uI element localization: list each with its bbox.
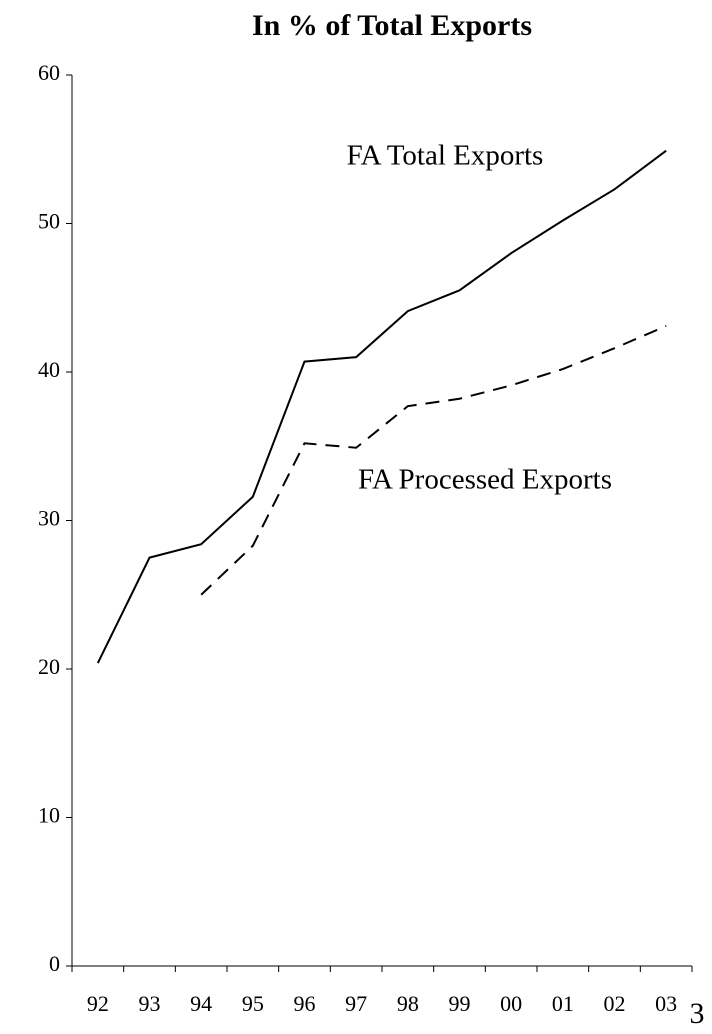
y-tick-label: 10: [38, 803, 60, 828]
x-tick-label: 93: [139, 991, 161, 1016]
x-tick-label: 94: [190, 991, 212, 1016]
x-tick-label: 03: [655, 991, 677, 1016]
y-tick-label: 60: [38, 60, 60, 85]
y-tick-label: 40: [38, 357, 60, 382]
x-tick-label: 99: [449, 991, 471, 1016]
x-tick-label: 97: [345, 991, 367, 1016]
chart-title: In % of Total Exports: [252, 9, 532, 42]
y-tick-label: 20: [38, 654, 60, 679]
series-label: FA Total Exports: [347, 140, 544, 172]
y-tick-label: 30: [38, 506, 60, 531]
line-series: [200, 325, 667, 596]
x-tick-label: 95: [242, 991, 264, 1016]
y-tick-label: 0: [49, 951, 60, 976]
x-tick-label: 98: [397, 991, 419, 1016]
x-tick-label: 96: [294, 991, 316, 1016]
x-tick-label: 01: [552, 991, 574, 1016]
y-tick-label: 50: [38, 209, 60, 234]
x-tick-label: 02: [604, 991, 626, 1016]
x-tick-label: 92: [87, 991, 109, 1016]
x-tick-label: 00: [500, 991, 522, 1016]
series-label: FA Processed Exports: [358, 464, 612, 496]
line-series: [96, 149, 667, 664]
page-number: 3: [690, 997, 705, 1030]
